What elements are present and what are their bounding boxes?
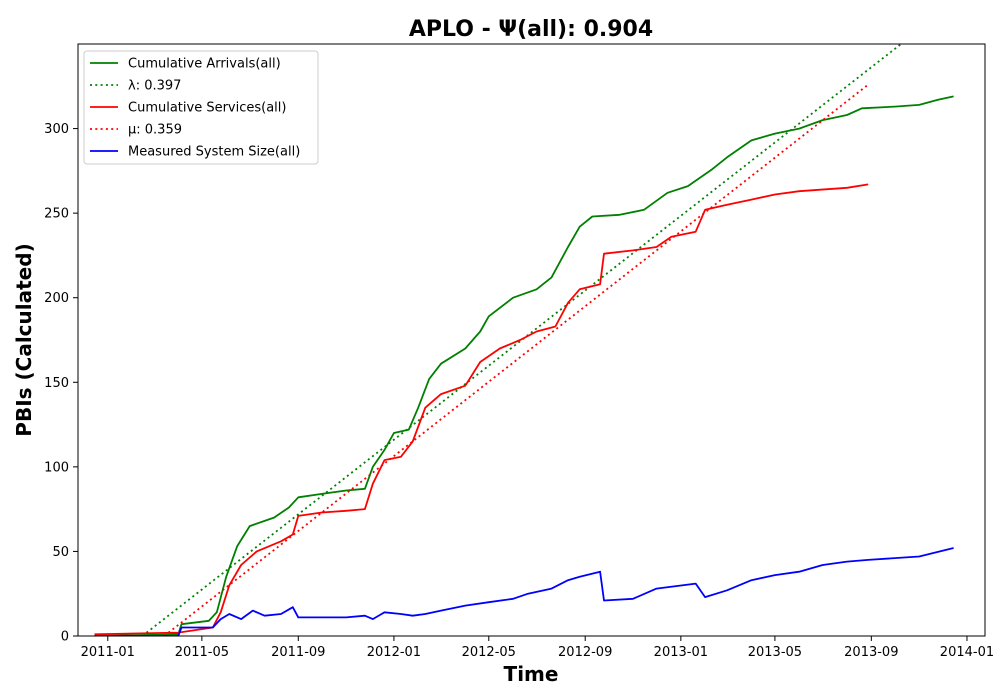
- x-tick-label: 2013-01: [654, 645, 708, 660]
- legend-box: [83, 50, 319, 165]
- x-axis: 2011-01 2011-05 2011-09 2012-01 2012-05 2012-…: [81, 636, 994, 660]
- y-tick-label: 250: [44, 207, 69, 222]
- series-line-1: [94, 95, 954, 636]
- y-tick-label: 0: [61, 630, 69, 645]
- y-tick-label: 100: [44, 460, 69, 475]
- x-tick-label: 2011-09: [271, 645, 325, 660]
- y-tick-label: 300: [44, 122, 69, 137]
- x-axis-title: Time: [504, 662, 559, 686]
- y-axis: 0 50 100 150 200 250 300: [44, 122, 78, 645]
- legend-label: Cumulative Arrivals(all): [128, 57, 281, 72]
- series-line-2: [141, 44, 902, 636]
- series-line-5: [94, 547, 954, 636]
- y-tick-label: 50: [52, 545, 69, 560]
- x-tick-label: 2014-01: [940, 645, 994, 660]
- y-tick-label: 150: [44, 376, 69, 391]
- series-line-3: [94, 183, 869, 636]
- y-axis-title: PBIs (Calculated): [12, 243, 36, 436]
- x-tick-label: 2013-05: [748, 645, 802, 660]
- chart-title: APLO - Ψ(all): 0.904: [409, 17, 653, 42]
- x-tick-label: 2013-09: [844, 645, 898, 660]
- legend-label: Measured System Size(all): [128, 145, 300, 160]
- plot-frame: [77, 43, 986, 637]
- y-tick-label: 200: [44, 291, 69, 306]
- x-tick-label: 2011-01: [81, 645, 135, 660]
- legend-label: λ: 0.397: [128, 79, 181, 94]
- legend: Cumulative Arrivals(all) λ: 0.397 Cumulati…: [83, 50, 319, 165]
- x-tick-label: 2012-05: [462, 645, 516, 660]
- series-line-4: [163, 83, 869, 636]
- legend-label: Cumulative Services(all): [128, 101, 286, 116]
- series-layer: [94, 44, 954, 636]
- x-tick-label: 2011-05: [175, 645, 229, 660]
- legend-label: μ: 0.359: [128, 123, 182, 138]
- x-tick-label: 2012-09: [558, 645, 612, 660]
- x-tick-label: 2012-01: [367, 645, 421, 660]
